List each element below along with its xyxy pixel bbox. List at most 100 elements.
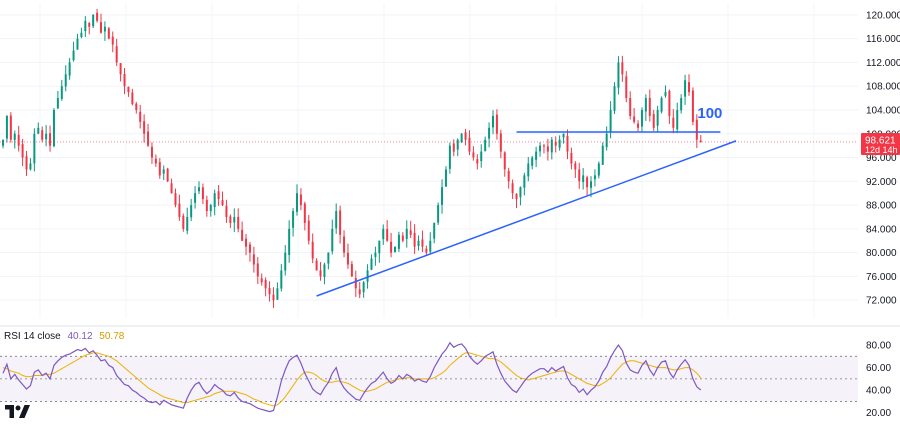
candle-body — [319, 270, 322, 277]
price-tick-label: 120.000 — [866, 10, 900, 21]
candle-body — [444, 169, 447, 187]
price-tick-label: 76.000 — [866, 272, 897, 283]
candle-body — [100, 22, 102, 33]
candle-body — [147, 131, 150, 146]
candle-body — [582, 175, 585, 183]
rsi-ma-line — [2, 352, 702, 407]
rsi-legend-title: RSI 14 close — [4, 331, 61, 342]
candle-body — [492, 115, 494, 128]
candle-body — [33, 133, 36, 164]
candle-body — [335, 211, 338, 229]
logo-mark — [5, 405, 30, 418]
candle-body — [331, 228, 334, 252]
rsi-axis[interactable]: 80.00 60.00 40.00 20.00 — [866, 341, 891, 420]
candle-body — [425, 248, 428, 253]
price-tick-label: 112.000 — [866, 58, 900, 69]
price-tick-label: 72.000 — [866, 296, 897, 307]
candle-body — [621, 62, 624, 75]
candle-body — [260, 278, 263, 283]
candle-body — [5, 115, 8, 139]
candle-body — [460, 133, 463, 142]
candle-body — [664, 92, 667, 96]
rsi-tick-label: 20.00 — [866, 408, 891, 419]
candle-body — [637, 123, 640, 128]
candle-body — [452, 143, 455, 152]
candle-body — [656, 109, 659, 126]
candle-body — [143, 121, 146, 134]
candle-body — [103, 26, 106, 32]
candle-body — [123, 74, 126, 87]
candle-body — [139, 111, 142, 122]
candle-body — [213, 193, 216, 208]
candle-body — [629, 98, 632, 116]
candle-body — [464, 132, 467, 140]
candle-body — [170, 183, 173, 194]
candle-body — [382, 228, 385, 240]
candle-body — [515, 193, 518, 200]
candle-body — [448, 145, 451, 169]
candle-body — [119, 63, 122, 75]
candle-body — [49, 133, 52, 146]
candle-body — [280, 270, 283, 289]
candle-body — [9, 115, 12, 140]
candle-body — [539, 145, 542, 152]
candle-body — [593, 175, 596, 180]
candle-body — [311, 241, 314, 259]
main-grid — [0, 3, 900, 327]
candle-body — [245, 238, 248, 247]
candle-body — [523, 175, 526, 188]
candle-body — [586, 177, 589, 188]
candle-body — [315, 260, 318, 271]
candle-body — [115, 46, 118, 63]
candle-body — [166, 168, 169, 182]
price-tick-label: 84.000 — [866, 224, 897, 235]
rsi-tick-label: 60.00 — [866, 363, 891, 374]
candle-body — [323, 264, 326, 277]
candle-body — [339, 210, 342, 235]
candle-body — [252, 254, 255, 265]
candle-body — [174, 193, 177, 206]
candle-body — [507, 170, 510, 182]
candle-body — [476, 159, 479, 164]
candle-body — [72, 50, 75, 61]
candle-body — [13, 133, 16, 140]
candle-body — [217, 191, 220, 200]
candle-body — [397, 234, 400, 249]
rsi-legend: RSI 14 close 40.12 50.78 — [4, 331, 128, 342]
candle-body — [554, 141, 557, 146]
candle-body — [601, 145, 604, 165]
price-tick-label: 116.000 — [866, 34, 900, 45]
candle-body — [182, 215, 185, 229]
candle-body — [107, 28, 110, 39]
candle-body — [535, 151, 538, 160]
candle-body — [413, 232, 416, 247]
candle-body — [343, 236, 346, 253]
candle-body — [386, 229, 389, 241]
price-tick-label: 104.000 — [866, 105, 900, 116]
rsi-legend-ma-value: 50.78 — [99, 331, 125, 342]
candle-body — [433, 222, 436, 239]
price-tick-label: 96.000 — [866, 153, 897, 164]
candle-body — [198, 187, 200, 192]
price-axis[interactable]: 120.000116.000112.000108.000104.000100.0… — [866, 10, 900, 306]
candle-body — [92, 14, 95, 27]
candle-body — [441, 187, 444, 205]
candle-body — [468, 137, 471, 152]
candle-body — [688, 82, 690, 93]
candle-body — [562, 133, 565, 138]
candle-body — [131, 92, 134, 105]
candle-body — [248, 244, 251, 253]
candle-body — [296, 193, 298, 212]
candle-body — [209, 205, 212, 212]
candle-body — [691, 90, 694, 122]
ascending-trendline — [316, 140, 737, 297]
candle-body — [229, 216, 232, 223]
rsi-line — [2, 341, 702, 413]
candle-body — [292, 211, 295, 228]
candle-body — [542, 145, 545, 147]
candle-body — [527, 163, 530, 177]
candle-body — [660, 98, 663, 112]
candle-body — [574, 163, 577, 170]
candle-body — [354, 277, 357, 289]
